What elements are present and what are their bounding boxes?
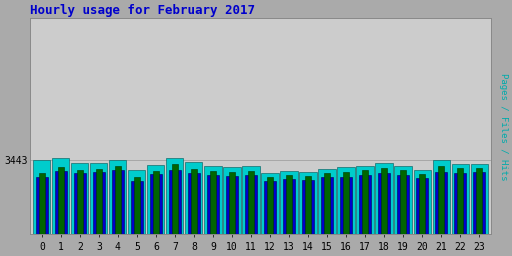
Bar — [435, 173, 447, 234]
Bar — [77, 170, 83, 234]
Bar — [438, 166, 444, 234]
Bar — [52, 157, 70, 234]
Bar — [115, 166, 121, 234]
Bar — [188, 173, 200, 234]
Bar — [223, 167, 241, 234]
Bar — [471, 164, 487, 234]
Bar — [267, 177, 273, 234]
Bar — [302, 180, 314, 234]
Bar — [419, 174, 425, 234]
Bar — [58, 167, 63, 234]
Bar — [262, 173, 279, 234]
Bar — [229, 172, 235, 234]
Bar — [318, 168, 335, 234]
Bar — [414, 170, 431, 234]
Bar — [166, 157, 183, 234]
Bar — [454, 173, 466, 234]
Bar — [474, 172, 485, 234]
Bar — [226, 176, 238, 234]
Bar — [416, 178, 428, 234]
Bar — [207, 175, 219, 234]
Bar — [397, 175, 409, 234]
Bar — [337, 167, 355, 234]
Bar — [400, 170, 406, 234]
Bar — [305, 176, 311, 234]
Bar — [433, 160, 450, 234]
Bar — [134, 177, 140, 234]
Bar — [112, 170, 123, 234]
Bar — [476, 168, 482, 234]
Bar — [375, 163, 393, 234]
Bar — [248, 171, 254, 234]
Bar — [340, 177, 352, 234]
Bar — [172, 164, 178, 234]
Bar — [129, 170, 145, 234]
Bar — [283, 179, 295, 234]
Bar — [55, 170, 67, 234]
Y-axis label: Pages / Files / Hits: Pages / Files / Hits — [499, 72, 508, 180]
Bar — [359, 175, 371, 234]
Bar — [343, 172, 349, 234]
Bar — [39, 173, 45, 234]
Bar — [395, 166, 412, 234]
Bar — [147, 165, 164, 234]
Bar — [356, 166, 374, 234]
Bar — [281, 171, 297, 234]
Bar — [324, 173, 330, 234]
Bar — [286, 175, 292, 234]
Bar — [71, 163, 89, 234]
Bar — [378, 173, 390, 234]
Bar — [150, 174, 162, 234]
Bar — [457, 168, 463, 234]
Bar — [169, 170, 181, 234]
Bar — [300, 172, 316, 234]
Bar — [110, 160, 126, 234]
Text: Hourly usage for February 2017: Hourly usage for February 2017 — [30, 4, 255, 17]
Bar — [264, 181, 275, 234]
Bar — [242, 166, 260, 234]
Bar — [36, 177, 48, 234]
Bar — [93, 172, 104, 234]
Bar — [322, 177, 333, 234]
Bar — [90, 163, 108, 234]
Bar — [96, 168, 102, 234]
Bar — [191, 168, 197, 234]
Bar — [204, 166, 222, 234]
Bar — [153, 170, 159, 234]
Bar — [452, 164, 468, 234]
Bar — [245, 175, 257, 234]
Bar — [74, 173, 86, 234]
Bar — [33, 160, 50, 234]
Bar — [131, 181, 143, 234]
Bar — [381, 168, 387, 234]
Bar — [362, 170, 368, 234]
Bar — [185, 162, 202, 234]
Bar — [210, 171, 216, 234]
